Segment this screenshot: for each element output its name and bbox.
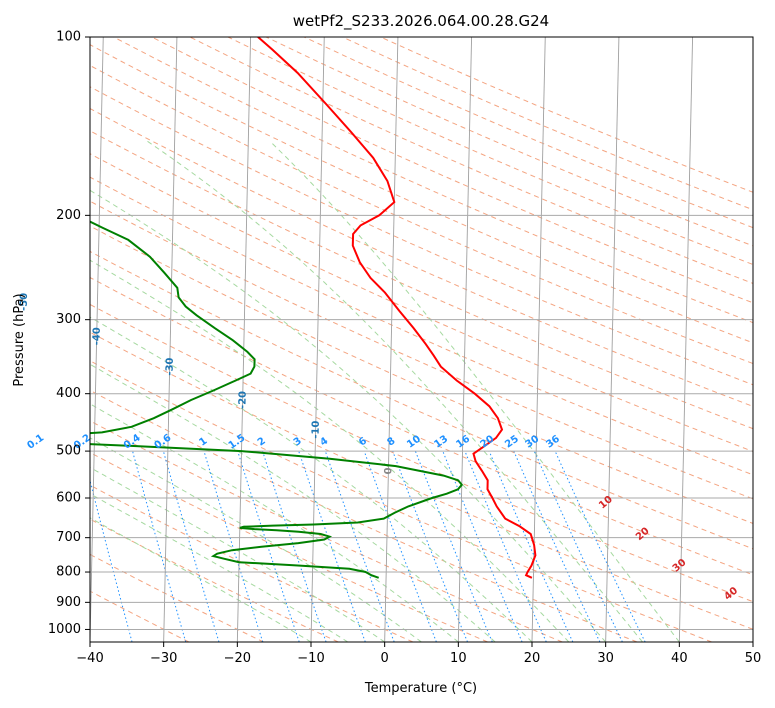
y-tick-label: 700	[56, 530, 81, 545]
isotherm-label: -40	[91, 327, 102, 345]
dry-adiabat-line	[90, 44, 753, 344]
x-axis-label: Temperature (°C)	[364, 681, 477, 696]
isotherm-line	[605, 37, 620, 642]
dry-adiabat-line	[90, 250, 753, 550]
dry-adiabat-line	[90, 86, 753, 386]
isotherm-label: -50	[19, 293, 30, 311]
dry-adiabat-line	[90, 200, 753, 500]
mixing-ratio-line	[203, 450, 264, 642]
y-tick-label: 200	[56, 208, 81, 223]
dry-adiabat-line	[90, 153, 753, 453]
mixing-ratio-line	[298, 450, 366, 642]
x-tick-label: 50	[745, 651, 762, 666]
dry-adiabat-line	[90, 360, 712, 642]
y-tick-label: 600	[56, 491, 81, 506]
isotherm-line	[384, 37, 399, 642]
dry-adiabat-line	[90, 331, 753, 630]
x-tick-label: 0	[381, 651, 389, 666]
dry-adiabat-line	[151, 37, 753, 304]
dry-adiabat-line	[90, 108, 753, 407]
dry-adiabat-line	[189, 37, 753, 284]
mixing-ratio-line	[237, 450, 300, 642]
mixing-ratio-line	[464, 450, 547, 642]
x-tick-label: −30	[150, 651, 177, 666]
y-tick-label: 800	[56, 565, 81, 580]
dry-adiabat-line	[90, 389, 638, 642]
y-tick-label: 1000	[48, 622, 81, 637]
isotherm-line	[163, 37, 178, 642]
isotherm-label: -20	[237, 391, 248, 409]
mixing-ratio-line	[442, 450, 523, 642]
mixing-ratio-line	[262, 450, 327, 642]
mixing-ratio-line	[392, 450, 468, 642]
isotherm-zero-label: 0	[383, 467, 394, 474]
isotherm-line	[457, 37, 473, 642]
dry-adiabat-line	[90, 225, 753, 524]
dewpoint-profile-line	[90, 220, 464, 579]
y-tick-label: 300	[56, 312, 81, 327]
isotherm-line	[678, 37, 694, 642]
mixing-ratio-line	[162, 450, 220, 642]
x-tick-label: −10	[297, 651, 324, 666]
mixing-ratio-line	[132, 450, 187, 642]
dry-adiabat-line	[90, 303, 753, 603]
isotherm-label: -10	[311, 420, 322, 438]
x-tick-label: 30	[597, 651, 614, 666]
y-tick-label: 400	[56, 386, 81, 401]
chart-title: wetPf2_S233.2026.064.00.28.G24	[293, 12, 549, 31]
isotherm-line	[236, 37, 252, 642]
mixing-ratio-line	[488, 450, 574, 642]
plot-frame	[89, 36, 754, 643]
x-tick-label: 20	[524, 651, 541, 666]
dry-adiabat-line	[90, 590, 190, 642]
x-tick-label: −40	[76, 651, 103, 666]
x-tick-label: 10	[450, 651, 467, 666]
temperature-profile-line	[257, 37, 537, 579]
y-axis-label: Pressure (hPa)	[12, 293, 27, 386]
x-tick-label: −20	[224, 651, 251, 666]
y-tick-label: 500	[56, 444, 81, 459]
isotherm-line	[90, 37, 104, 642]
y-tick-label: 100	[56, 30, 81, 45]
isotherm-label: -30	[164, 357, 175, 375]
mixing-ratio-line	[363, 450, 437, 642]
y-tick-label: 900	[56, 595, 81, 610]
x-tick-label: 40	[671, 651, 688, 666]
isotherm-line	[531, 37, 546, 642]
